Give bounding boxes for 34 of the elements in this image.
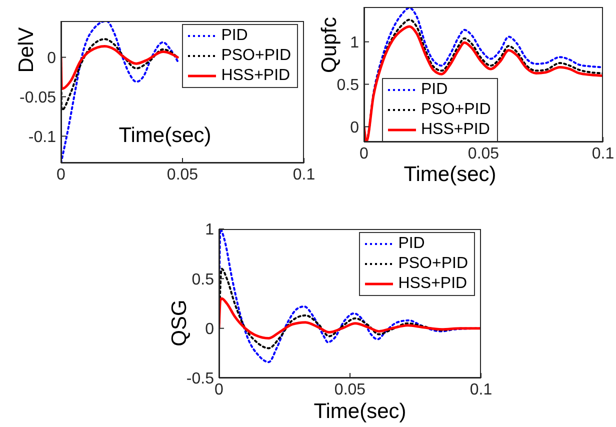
- legend-label: HSS+PID: [221, 66, 290, 86]
- legend-label: PSO+PID: [421, 100, 491, 120]
- y-tick-label: 0: [47, 50, 56, 67]
- y-axis-title: Qupfc: [318, 16, 342, 74]
- legend-label: PSO+PID: [398, 254, 468, 274]
- x-axis-title: Time(sec): [118, 124, 212, 148]
- y-axis-title: QSG: [168, 300, 192, 346]
- line-series: [61, 44, 179, 90]
- y-tick-label: 0.5: [336, 76, 360, 94]
- legend-label: PID: [398, 234, 425, 254]
- legend-label: PID: [221, 26, 248, 46]
- legend-label: PID: [421, 80, 448, 100]
- x-axis-title: Time(sec): [314, 400, 406, 424]
- y-tick-label: 1: [350, 34, 360, 52]
- legend-label: HSS+PID: [421, 120, 490, 140]
- y-tick-label: 1: [205, 222, 214, 239]
- y-tick-label: -0.05: [20, 89, 56, 106]
- line-series: [219, 297, 481, 340]
- y-tick-label: 0: [350, 119, 360, 136]
- x-tick-label: 0.1: [470, 381, 492, 398]
- x-tick-label: 0.05: [468, 145, 500, 162]
- x-tick-label: 0.05: [334, 381, 366, 398]
- y-tick-label: -0.1: [28, 128, 56, 146]
- line-series: [61, 38, 179, 112]
- x-tick-label: 0.1: [292, 166, 316, 184]
- y-axis-title: DelV: [15, 27, 39, 73]
- y-tick-label: 0: [205, 321, 214, 338]
- x-axis-title: Time(sec): [404, 163, 496, 187]
- x-tick-label: 0.05: [166, 166, 198, 184]
- legend-label: HSS+PID: [398, 274, 468, 294]
- legend-label: PSO+PID: [221, 46, 291, 66]
- x-tick-label: 0.1: [592, 145, 614, 162]
- y-tick-label: -0.5: [186, 370, 214, 388]
- y-tick-label: 0.5: [192, 271, 214, 288]
